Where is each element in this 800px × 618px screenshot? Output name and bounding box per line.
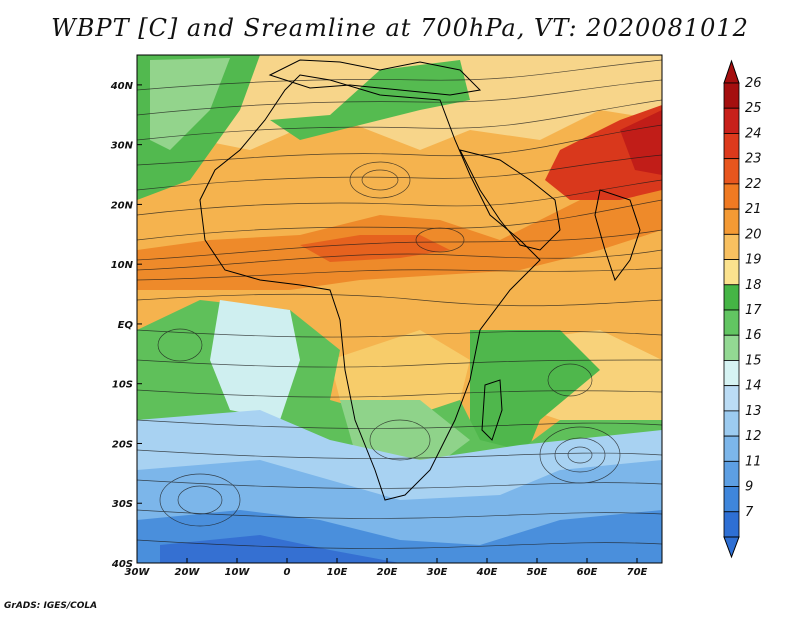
wbpt-region-7	[160, 535, 400, 563]
lon-tick-label: 10E	[327, 567, 348, 578]
lon-tick-label: 0	[284, 567, 291, 578]
colorbar-label: 24	[745, 126, 762, 141]
colorbar-segment	[723, 284, 740, 311]
colorbar-segment	[723, 511, 740, 538]
colorbar-label: 22	[745, 177, 762, 192]
lon-tick-label: 10W	[225, 567, 251, 578]
lat-tick-label: 20N	[111, 200, 134, 211]
colorbar-label: 11	[745, 454, 762, 469]
colorbar-segment	[723, 107, 740, 134]
lat-tick-label: EQ	[118, 320, 134, 331]
lon-tick-label: 60E	[577, 567, 598, 578]
colorbar-segment	[723, 183, 740, 210]
colorbar-bottom-arrow	[723, 536, 740, 559]
lon-tick-label: 30E	[427, 567, 448, 578]
colorbar-label: 18	[745, 278, 762, 293]
colorbar-segment	[723, 460, 740, 487]
colorbar-label: 9	[745, 480, 753, 495]
wbpt-region-25	[620, 110, 662, 175]
colorbar-segment	[723, 133, 740, 160]
colorbar-segment	[723, 259, 740, 286]
colorbar-label: 7	[745, 505, 754, 520]
lat-tick-label: 40S	[111, 559, 133, 570]
wbpt-region-16-north	[150, 58, 230, 150]
africa-coastline	[199, 74, 541, 501]
colorbar-label: 25	[745, 101, 762, 116]
lon-tick-label: 20W	[175, 567, 201, 578]
chart-title: WBPT [C] and Sreamline at 700hPa, VT: 20…	[51, 14, 749, 42]
colorbar-segment	[723, 82, 740, 109]
colorbar-label: 23	[745, 152, 762, 167]
colorbar-label: 17	[745, 303, 762, 318]
colorbar-segment	[723, 208, 740, 235]
europe-coastline	[268, 59, 482, 96]
colorbar-label: 13	[745, 404, 762, 419]
india-coastline	[594, 189, 641, 282]
coastlines	[199, 59, 641, 501]
map-frame	[136, 54, 663, 564]
lat-tick-label: 30N	[111, 141, 134, 152]
colorbar-segment	[723, 334, 740, 361]
lon-tick-label: 70E	[627, 567, 648, 578]
wbpt-region-17-indian	[470, 330, 600, 470]
colorbar-segment	[723, 309, 740, 336]
arabia-coastline	[459, 149, 561, 251]
colorbar-segment	[723, 385, 740, 412]
colorbar-segment	[723, 435, 740, 462]
colorbar: 26 25 24 23 22 21 20 19 18 17 16 15 14 13 12 11 9 7	[723, 59, 762, 559]
colorbar-label: 12	[745, 429, 762, 444]
colorbar-label: 20	[745, 227, 762, 242]
lat-tick-label: 40N	[110, 81, 134, 92]
colorbar-label: 16	[745, 328, 762, 343]
colorbar-top-arrow	[723, 59, 740, 84]
lat-tick-label: 30S	[112, 499, 133, 510]
colorbar-segment	[723, 486, 740, 513]
lon-tick-label: 30W	[125, 567, 151, 578]
streamlines	[137, 59, 662, 549]
lat-tick-label: 10S	[112, 380, 133, 391]
wbpt-region-15	[210, 300, 300, 420]
colorbar-segment	[723, 158, 740, 185]
credit-label: GrADS: IGES/COLA	[4, 601, 98, 611]
colorbar-segment	[723, 360, 740, 387]
wbpt-region-22	[137, 140, 662, 290]
latitude-axis: 40N 30N 20N 10N EQ 10S 20S 30S 40S	[110, 81, 142, 570]
colorbar-label: 26	[745, 76, 762, 91]
colorbar-segment	[723, 233, 740, 260]
madagascar-coastline	[481, 379, 503, 441]
lat-tick-label: 10N	[111, 260, 134, 271]
lat-tick-label: 20S	[112, 439, 133, 450]
colorbar-label: 21	[745, 202, 762, 217]
colorbar-label: 19	[745, 253, 762, 268]
lon-tick-label: 20E	[377, 567, 398, 578]
colorbar-label: 14	[745, 379, 762, 394]
colorbar-segment	[723, 410, 740, 437]
lon-tick-label: 50E	[527, 567, 548, 578]
wbpt-region-20	[330, 330, 470, 420]
longitude-axis: 30W 20W 10W 0 10E 20E 30E 40E 50E 60E 70E	[125, 558, 648, 578]
colorbar-label: 15	[745, 353, 762, 368]
lon-tick-label: 40E	[476, 567, 498, 578]
map-area	[137, 55, 662, 563]
wbpt-region-23	[300, 235, 450, 262]
